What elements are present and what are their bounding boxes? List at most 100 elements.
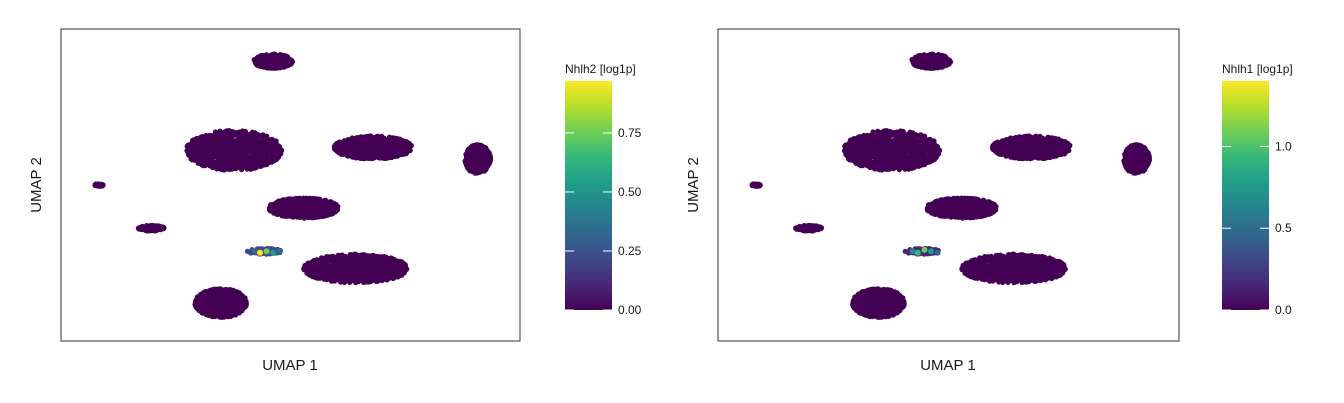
cell-point xyxy=(371,154,377,160)
cell-point xyxy=(336,263,342,269)
cell-point xyxy=(388,142,394,148)
cell-point xyxy=(227,128,233,135)
cell-point xyxy=(149,225,155,231)
cell-point xyxy=(220,135,226,141)
cell-point xyxy=(351,274,357,280)
cell-point xyxy=(285,60,291,66)
cell-point xyxy=(364,255,370,261)
cell-point xyxy=(259,138,265,144)
cell-point xyxy=(301,199,307,205)
cell-point xyxy=(286,203,292,209)
cell-point xyxy=(485,163,491,169)
cell-point xyxy=(353,155,359,161)
cell-point xyxy=(197,137,203,143)
cell-point xyxy=(389,273,395,279)
cell-point xyxy=(100,182,106,188)
cell-point xyxy=(272,157,278,163)
cell-point xyxy=(319,211,325,217)
cell-point xyxy=(342,273,348,279)
cell-point xyxy=(401,261,407,267)
cell-point xyxy=(390,147,396,153)
cell-point xyxy=(264,133,270,139)
cell-point xyxy=(287,196,293,202)
cell-point xyxy=(474,144,480,150)
cell-point xyxy=(393,262,399,268)
cell-point xyxy=(200,162,206,168)
cell-point xyxy=(232,163,238,169)
cell-point xyxy=(205,158,211,164)
cell-point xyxy=(239,153,245,159)
cell-point xyxy=(277,60,283,66)
cell-point xyxy=(269,141,275,147)
cell-point xyxy=(293,205,299,211)
cell-point xyxy=(222,144,228,150)
cell-point xyxy=(317,266,323,272)
cell-point xyxy=(471,149,477,155)
cell-point xyxy=(381,145,387,151)
cell-point xyxy=(366,155,372,161)
cell-point xyxy=(204,153,210,159)
cell-point xyxy=(370,146,376,152)
cell-point xyxy=(472,169,478,175)
cell-point xyxy=(400,268,406,274)
cell-point xyxy=(213,140,219,146)
cell-point xyxy=(244,154,250,160)
cell-point xyxy=(391,256,397,262)
cell-point xyxy=(267,159,273,165)
cell-point xyxy=(245,138,251,144)
cell-point xyxy=(232,155,238,161)
cell-point xyxy=(305,203,311,209)
cell-point xyxy=(252,165,258,171)
cell-point xyxy=(348,269,355,275)
cell-point xyxy=(191,155,197,161)
cell-point xyxy=(250,152,256,158)
cell-point xyxy=(368,272,374,278)
cell-point xyxy=(227,143,233,149)
cell-point xyxy=(359,265,365,271)
cell-point xyxy=(313,208,319,214)
cell-point xyxy=(160,225,166,231)
cell-point xyxy=(264,57,270,63)
cell-point xyxy=(399,272,405,278)
cell-point xyxy=(329,201,335,208)
cell-point xyxy=(390,152,396,158)
cell-point xyxy=(479,164,485,170)
cell-point xyxy=(258,147,264,154)
cell-point xyxy=(226,166,232,172)
cell-point xyxy=(224,149,230,155)
cell-point xyxy=(277,145,283,151)
cell-point xyxy=(243,147,249,153)
cell-point xyxy=(375,257,381,264)
cell-point xyxy=(272,58,278,65)
cell-point xyxy=(487,157,494,163)
cell-point xyxy=(343,142,349,148)
cell-point xyxy=(326,268,332,274)
cell-point xyxy=(219,151,225,157)
cell-point xyxy=(353,259,359,265)
cell-point xyxy=(311,269,317,275)
cell-point xyxy=(190,137,196,143)
cell-point xyxy=(304,265,310,271)
cell-point xyxy=(382,155,388,161)
cell-point xyxy=(257,157,263,163)
cell-point xyxy=(137,225,143,231)
cell-point xyxy=(400,145,406,151)
cell-point xyxy=(186,152,192,158)
cell-point xyxy=(222,165,228,171)
cell-point xyxy=(249,156,255,162)
cell-point xyxy=(275,208,281,214)
cell-point xyxy=(362,136,368,142)
cell-point xyxy=(304,270,310,276)
cell-point xyxy=(310,200,317,206)
cell-point xyxy=(379,277,385,284)
cell-point xyxy=(330,262,337,268)
cell-point xyxy=(298,210,304,216)
cell-point xyxy=(382,270,388,276)
cell-point xyxy=(335,149,342,155)
cell-point xyxy=(370,256,376,262)
cell-point xyxy=(186,142,192,148)
cell-point xyxy=(201,146,207,152)
cell-point xyxy=(384,257,390,263)
cell-point xyxy=(271,51,278,57)
cell-point xyxy=(207,163,213,169)
